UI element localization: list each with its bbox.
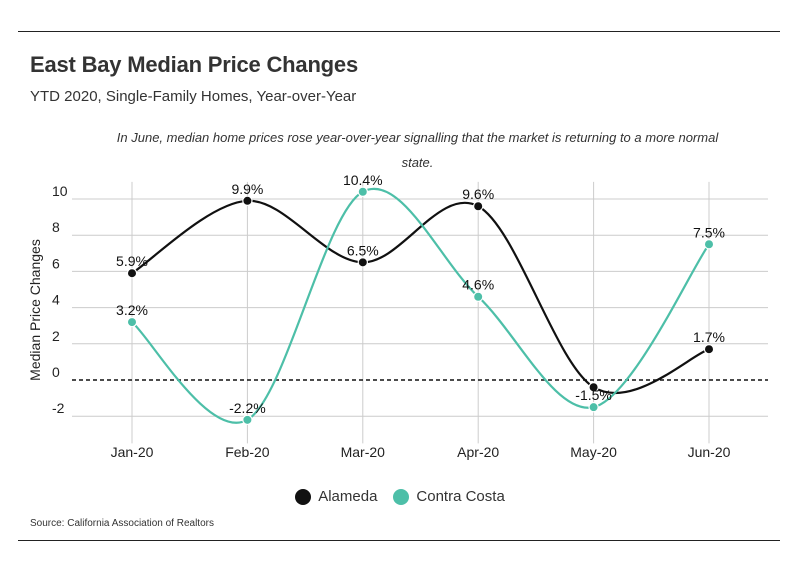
data-label-alameda: 1.7%: [693, 329, 725, 345]
legend-label-alameda: Alameda: [318, 488, 378, 505]
y-tick-label: 6: [52, 255, 60, 271]
chart-annotation: In June, median home prices rose year-ov…: [116, 130, 719, 170]
data-point-contra-costa: [588, 401, 599, 413]
data-label-contra-costa: 4.6%: [462, 277, 494, 293]
data-point-contra-costa: [357, 186, 368, 197]
data-label-contra-costa: 3.2%: [116, 302, 148, 318]
y-tick-label: 2: [52, 328, 60, 344]
data-label-alameda: 9.9%: [231, 181, 263, 197]
data-point-alameda: [588, 382, 599, 393]
data-point-contra-costa: [126, 316, 138, 328]
data-point-contra-costa: [703, 239, 715, 250]
y-tick-label: -2: [52, 400, 65, 416]
data-label-contra-costa: -1.5%: [575, 387, 612, 403]
legend-swatch-contra-costa: [393, 488, 410, 505]
y-tick-label: 4: [52, 292, 60, 308]
axes: -2 0 2 4 6 8 10 Jan-20 Feb-20 Mar-20 Apr-20 May-20 J…: [27, 183, 768, 460]
data-label-contra-costa: 10.4%: [343, 172, 383, 188]
data-point-alameda: [126, 268, 138, 279]
data-point-contra-costa: [473, 291, 484, 302]
series-line-alameda: [131, 199, 710, 395]
y-axis-title: Median Price Changes: [27, 239, 43, 381]
x-tick-label: Jun-20: [688, 444, 731, 460]
chart-subtitle: YTD 2020, Single-Family Homes, Year-over…: [30, 88, 357, 105]
x-tick-label: Jan-20: [111, 444, 154, 460]
series-line-contra-costa: [131, 187, 710, 424]
data-label-alameda: 5.9%: [116, 253, 148, 269]
legend-item-contra-costa[interactable]: Contra Costa: [393, 488, 505, 505]
y-tick-label: 0: [52, 364, 60, 380]
x-tick-label: May-20: [570, 444, 617, 460]
data-label-contra-costa: 7.5%: [693, 224, 725, 240]
source-note: Source: California Association of Realto…: [30, 518, 214, 529]
x-tick-label: Apr-20: [457, 444, 499, 460]
data-label-alameda: 9.6%: [462, 186, 494, 202]
data-point-alameda: [242, 195, 253, 207]
data-label-contra-costa: -2.2%: [229, 400, 266, 416]
data-point-alameda: [357, 257, 368, 268]
legend: Alameda Contra Costa: [0, 488, 800, 505]
y-tick-label: 8: [52, 219, 60, 235]
chart-title: East Bay Median Price Changes: [30, 52, 358, 77]
legend-label-contra-costa: Contra Costa: [416, 488, 505, 505]
data-point-contra-costa: [242, 414, 253, 426]
bottom-rule: [18, 540, 780, 541]
legend-swatch-alameda: [295, 488, 312, 505]
grid: [72, 181, 768, 444]
legend-item-alameda[interactable]: Alameda: [295, 488, 377, 505]
y-tick-label: 10: [52, 183, 68, 199]
top-rule: [18, 31, 780, 32]
x-tick-label: Feb-20: [225, 444, 270, 460]
data-point-alameda: [473, 201, 484, 212]
data-point-alameda: [703, 344, 715, 355]
data-labels: 5.9% 9.9% 6.5% 9.6% 1.7% 3.2% -2.2% 10.4% 4.6% -1…: [116, 172, 725, 416]
series: [126, 186, 715, 426]
x-tick-label: Mar-20: [341, 444, 386, 460]
data-label-alameda: 6.5%: [347, 242, 379, 258]
